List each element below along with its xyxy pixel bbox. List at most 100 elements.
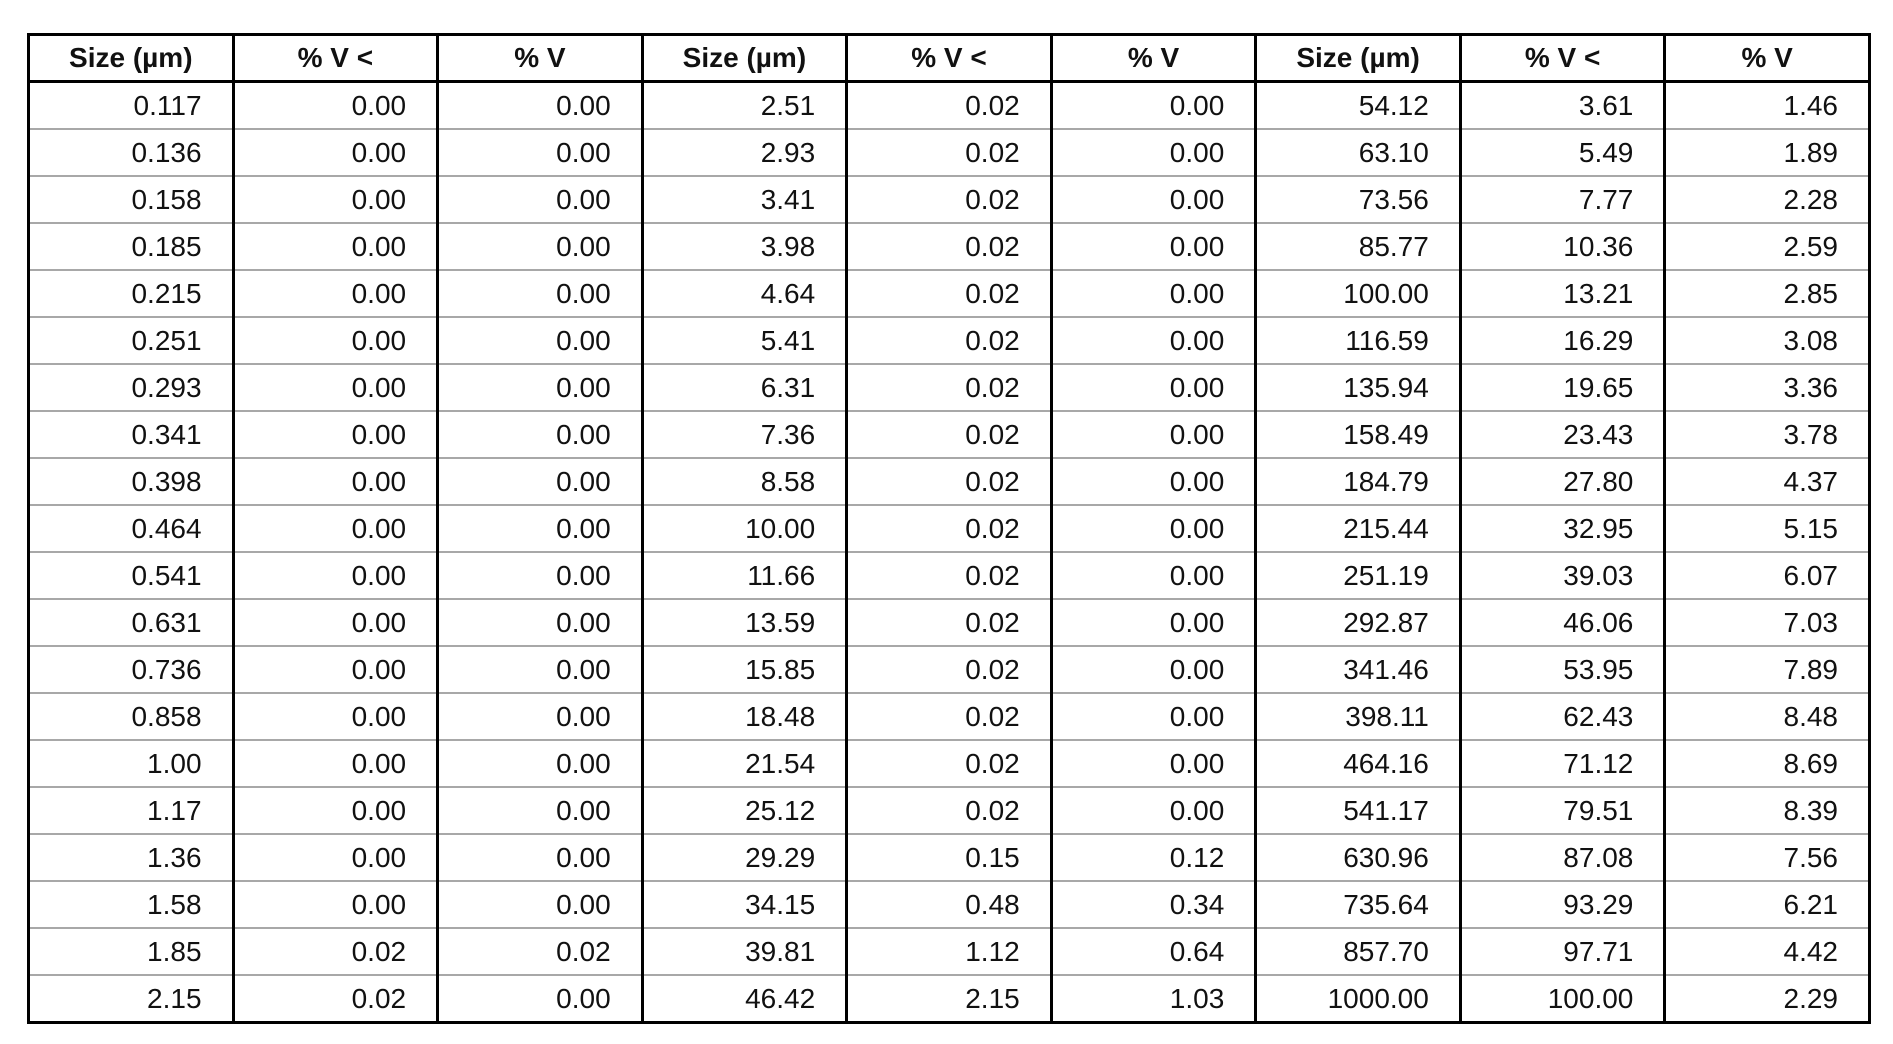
table-cell: 0.00 xyxy=(231,598,438,646)
table-cell: 0.185 xyxy=(27,222,234,270)
table-cell: 0.02 xyxy=(231,927,438,975)
table-cell: 0.251 xyxy=(27,316,234,364)
table-cell: 0.00 xyxy=(1049,457,1256,505)
table-cell: 0.293 xyxy=(27,363,234,411)
table-row: 0.293 0.00 0.00 6.31 0.02 0.00 135.94 19.65 3.36 xyxy=(27,363,1870,411)
table-cell: 3.41 xyxy=(640,175,847,223)
table-cell: 0.15 xyxy=(845,833,1052,881)
table-cell: 93.29 xyxy=(1458,880,1665,928)
data-table: Size (µm)% V <% V Size (µm)% V <% V Size (… xyxy=(27,33,1871,1024)
table-cell: 3.36 xyxy=(1663,363,1870,411)
table-cell: 21.54 xyxy=(640,739,847,787)
table-cell: 0.00 xyxy=(231,222,438,270)
table-cell: 0.02 xyxy=(845,645,1052,693)
table-row: 0.341 0.00 0.00 7.36 0.02 0.00 158.49 23.43 3.78 xyxy=(27,410,1870,458)
table-cell: 0.00 xyxy=(436,598,643,646)
table-cell: 0.00 xyxy=(1049,316,1256,364)
table-cell: 8.69 xyxy=(1663,739,1870,787)
table-cell: 184.79 xyxy=(1254,457,1461,505)
table-row: 0.736 0.00 0.00 15.85 0.02 0.00 341.46 53.95 7.8… xyxy=(27,645,1870,693)
table-cell: 0.00 xyxy=(1049,363,1256,411)
table-cell: 0.631 xyxy=(27,598,234,646)
table-row: 0.541 0.00 0.00 11.66 0.02 0.00 251.19 39.03 6.0… xyxy=(27,551,1870,599)
table-cell: 34.15 xyxy=(640,880,847,928)
table-cell: 0.34 xyxy=(1049,880,1256,928)
table-cell: 23.43 xyxy=(1458,410,1665,458)
table-cell: 2.93 xyxy=(640,128,847,176)
table-cell: 3.08 xyxy=(1663,316,1870,364)
table-row: 0.185 0.00 0.00 3.98 0.02 0.00 85.77 10.36 2.59 xyxy=(27,222,1870,270)
table-cell: 0.48 xyxy=(845,880,1052,928)
table-cell: 3.61 xyxy=(1458,81,1665,129)
table-cell: 4.42 xyxy=(1663,927,1870,975)
table-cell: 1.85 xyxy=(27,927,234,975)
table-cell: 0.00 xyxy=(436,786,643,834)
table-cell: 0.02 xyxy=(845,363,1052,411)
table-cell: 7.77 xyxy=(1458,175,1665,223)
table-cell: 0.00 xyxy=(231,363,438,411)
table-cell: 0.00 xyxy=(436,457,643,505)
table-cell: 2.15 xyxy=(27,974,234,1023)
table-cell: 0.00 xyxy=(436,739,643,787)
table-cell: 97.71 xyxy=(1458,927,1665,975)
table-cell: 1.58 xyxy=(27,880,234,928)
table-cell: 15.85 xyxy=(640,645,847,693)
column-header: % V xyxy=(1049,34,1256,83)
table-cell: 116.59 xyxy=(1254,316,1461,364)
table-cell: 0.00 xyxy=(436,175,643,223)
table-cell: 0.00 xyxy=(1049,128,1256,176)
table-cell: 1.46 xyxy=(1663,81,1870,129)
table-cell: 0.00 xyxy=(231,692,438,740)
table-cell: 1.03 xyxy=(1049,974,1256,1023)
table-cell: 0.00 xyxy=(436,363,643,411)
table-cell: 0.00 xyxy=(231,316,438,364)
table-cell: 0.736 xyxy=(27,645,234,693)
table-cell: 2.15 xyxy=(845,974,1052,1023)
table-cell: 0.158 xyxy=(27,175,234,223)
table-cell: 8.39 xyxy=(1663,786,1870,834)
table-cell: 251.19 xyxy=(1254,551,1461,599)
table-cell: 0.00 xyxy=(436,551,643,599)
table-row: 0.117 0.00 0.00 2.51 0.02 0.00 54.12 3.61 1.46 xyxy=(27,81,1870,129)
table-cell: 100.00 xyxy=(1254,269,1461,317)
table-cell: 53.95 xyxy=(1458,645,1665,693)
table-cell: 0.02 xyxy=(845,81,1052,129)
table-cell: 0.02 xyxy=(845,598,1052,646)
table-cell: 0.02 xyxy=(845,692,1052,740)
column-header: % V < xyxy=(845,34,1052,83)
table-cell: 0.00 xyxy=(231,739,438,787)
table-cell: 73.56 xyxy=(1254,175,1461,223)
table-cell: 0.02 xyxy=(845,739,1052,787)
table-cell: 0.00 xyxy=(1049,598,1256,646)
table-cell: 0.00 xyxy=(436,974,643,1023)
table-row: 1.36 0.00 0.00 29.29 0.15 0.12 630.96 87.08 7.56 xyxy=(27,833,1870,881)
table-cell: 630.96 xyxy=(1254,833,1461,881)
table-cell: 39.81 xyxy=(640,927,847,975)
table-cell: 5.49 xyxy=(1458,128,1665,176)
table-cell: 2.51 xyxy=(640,81,847,129)
table-row: 0.464 0.00 0.00 10.00 0.02 0.00 215.44 32.95 5.1… xyxy=(27,504,1870,552)
table-cell: 2.29 xyxy=(1663,974,1870,1023)
table-row: 0.158 0.00 0.00 3.41 0.02 0.00 73.56 7.77 2.28 xyxy=(27,175,1870,223)
table-cell: 13.59 xyxy=(640,598,847,646)
table-cell: 0.541 xyxy=(27,551,234,599)
table-cell: 39.03 xyxy=(1458,551,1665,599)
table-cell: 7.03 xyxy=(1663,598,1870,646)
table-cell: 0.00 xyxy=(1049,410,1256,458)
table-cell: 8.58 xyxy=(640,457,847,505)
column-header: % V < xyxy=(231,34,438,83)
table-cell: 6.21 xyxy=(1663,880,1870,928)
table-cell: 0.02 xyxy=(845,504,1052,552)
table-cell: 1.89 xyxy=(1663,128,1870,176)
table-row: 1.17 0.00 0.00 25.12 0.02 0.00 541.17 79.51 8.39 xyxy=(27,786,1870,834)
table-row: 1.85 0.02 0.02 39.81 1.12 0.64 857.70 97.71 4.42 xyxy=(27,927,1870,975)
table-cell: 85.77 xyxy=(1254,222,1461,270)
table-cell: 16.29 xyxy=(1458,316,1665,364)
table-cell: 0.00 xyxy=(231,269,438,317)
table-cell: 87.08 xyxy=(1458,833,1665,881)
table-cell: 0.00 xyxy=(1049,692,1256,740)
table-cell: 11.66 xyxy=(640,551,847,599)
table-cell: 0.00 xyxy=(231,833,438,881)
table-cell: 0.00 xyxy=(436,880,643,928)
table-cell: 0.341 xyxy=(27,410,234,458)
